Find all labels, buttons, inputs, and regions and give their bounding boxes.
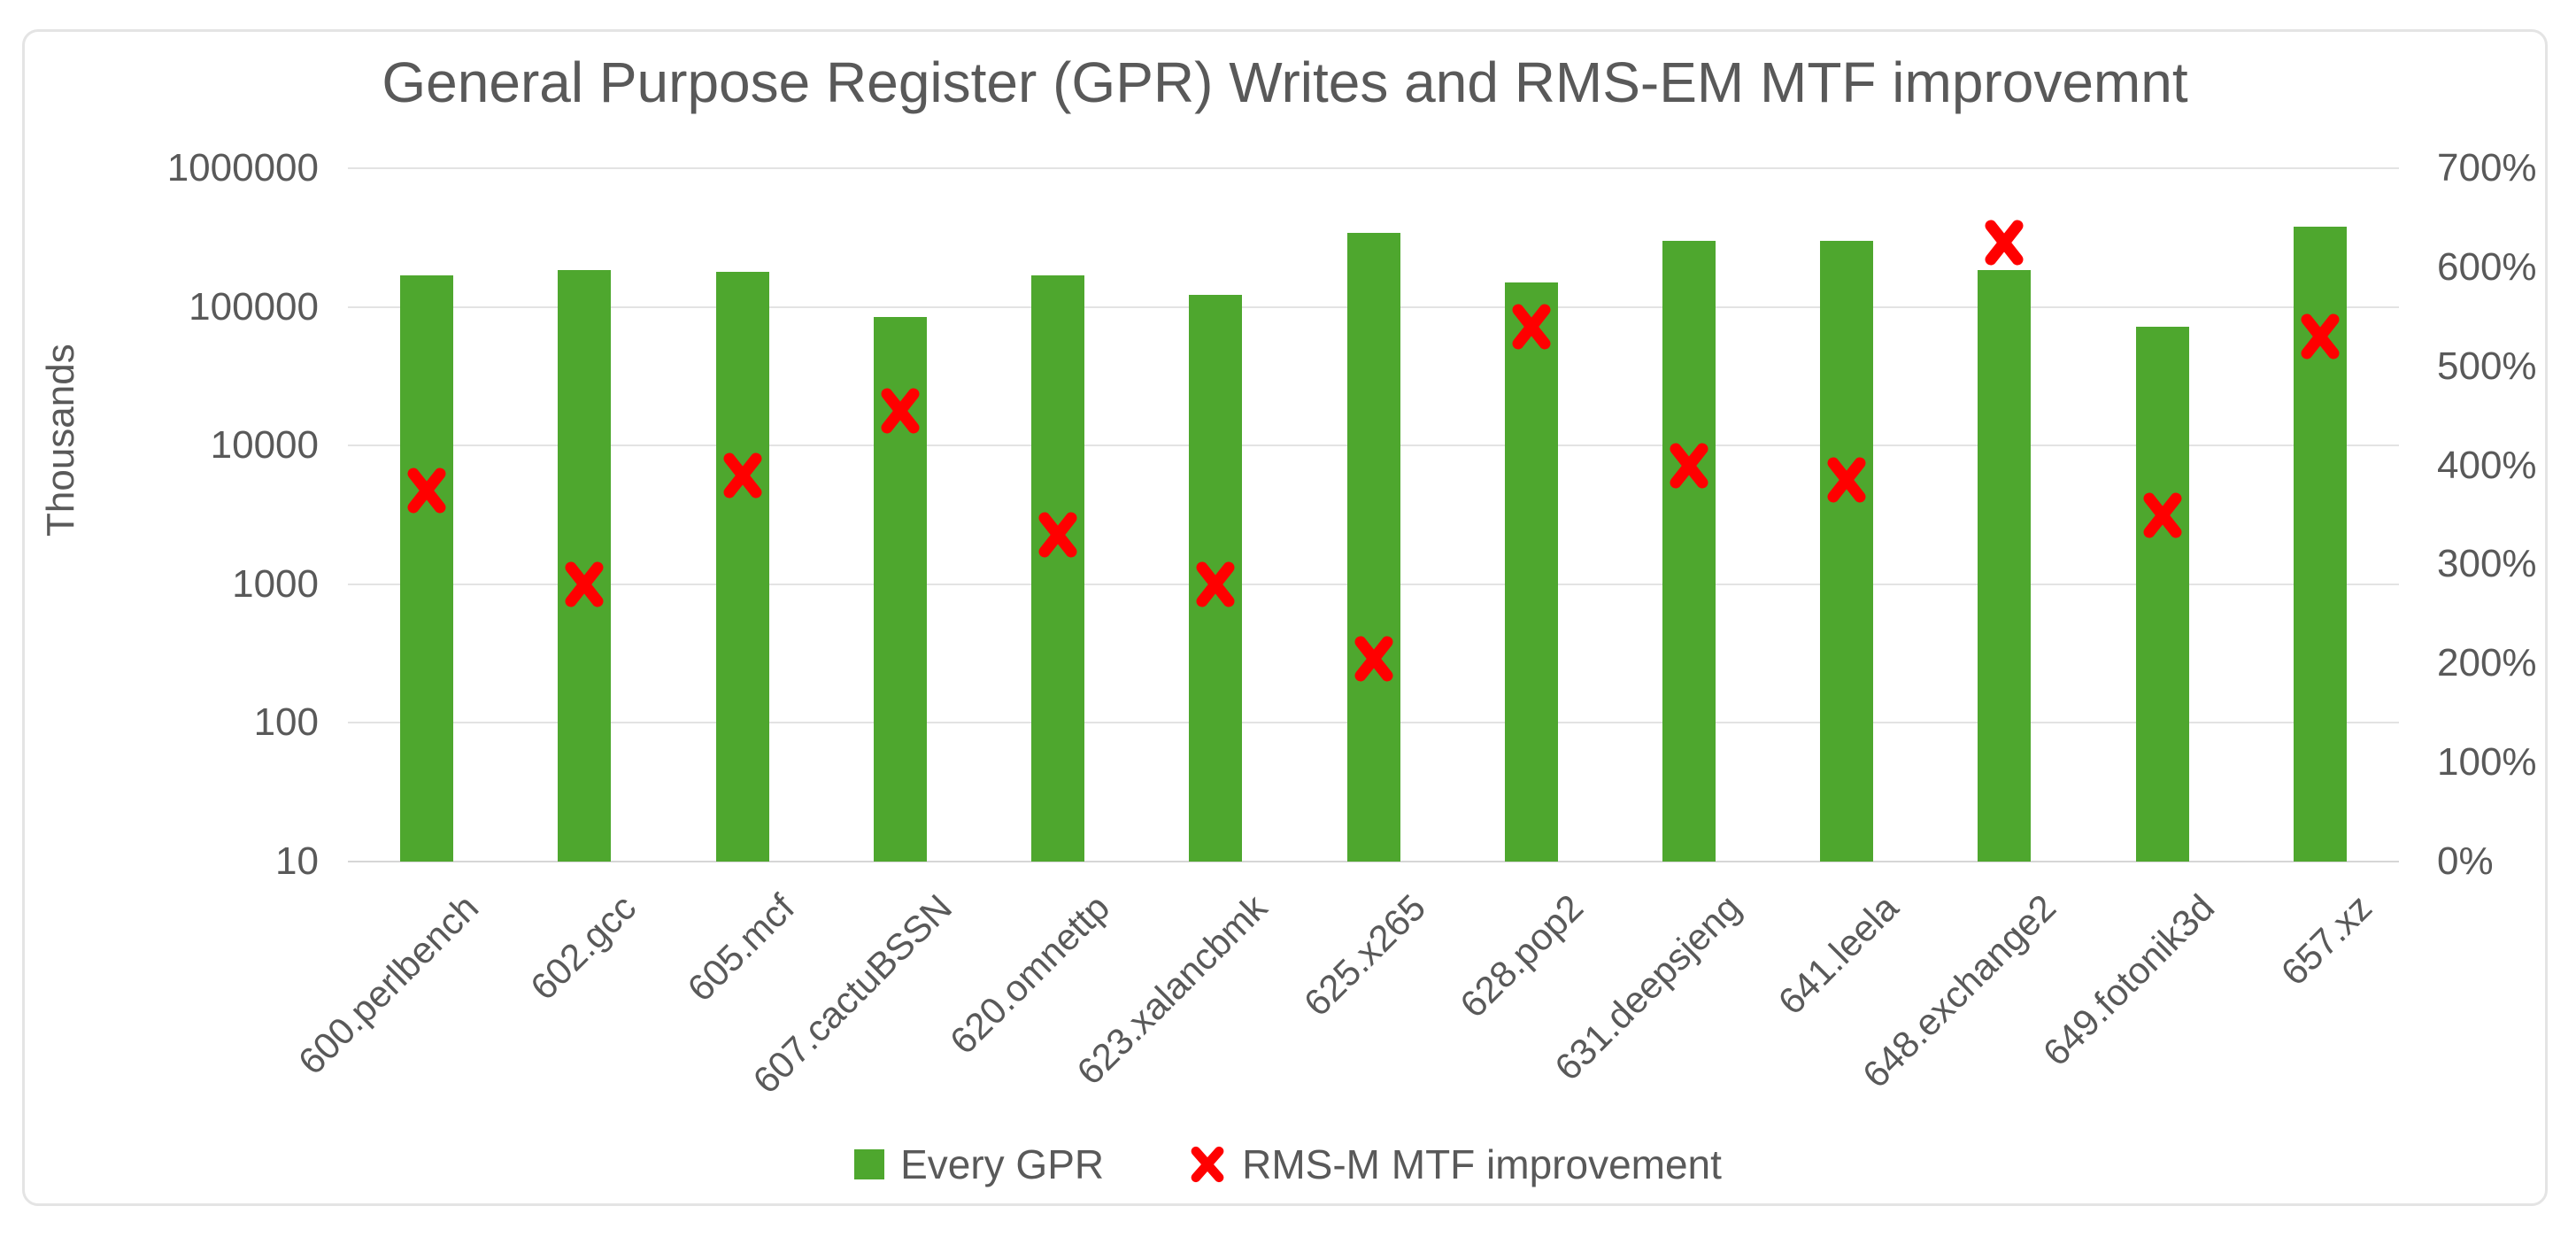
left-axis-tick: 100 [253,700,319,745]
bar-628-pop2[interactable] [1504,282,1558,862]
right-axis-tick: 300% [2437,542,2537,586]
gridline [348,167,2399,169]
bar-605-mcf[interactable] [715,271,769,862]
mtf-marker-641-leela[interactable] [1824,456,1870,508]
mtf-marker-649-fotonik3d[interactable] [2140,491,2186,544]
chart-title: General Purpose Register (GPR) Writes an… [382,50,2188,114]
mtf-marker-648-exchange2[interactable] [1981,219,2027,271]
bar-625-x265[interactable] [1346,233,1400,862]
mtf-marker-607-cactuBSSN[interactable] [877,387,923,439]
mtf-marker-620-omnettp[interactable] [1035,511,1081,563]
bar-649-fotonik3d[interactable] [2135,326,2189,862]
left-axis-tick: 10000 [210,423,319,468]
right-axis-tick: 400% [2437,443,2537,487]
bar-641-leela[interactable] [1820,240,1874,862]
right-axis-tick: 500% [2437,344,2537,388]
mtf-marker-600-perlbench[interactable] [404,467,450,519]
right-axis-tick: 200% [2437,641,2537,685]
mtf-marker-657-xz[interactable] [2297,313,2343,365]
bar-631-deepsjeng[interactable] [1662,240,1716,862]
red-x-swatch-icon [1189,1146,1226,1183]
green-square-swatch-icon [854,1149,885,1179]
right-axis-tick: 100% [2437,740,2537,785]
left-axis-title: Thousands [39,344,83,537]
legend-item-rms-m-mtf[interactable]: RMS-M MTF improvement [1189,1140,1722,1188]
mtf-marker-628-pop2[interactable] [1508,303,1554,355]
mtf-marker-625-x265[interactable] [1351,635,1397,687]
mtf-marker-605-mcf[interactable] [720,452,766,504]
left-axis-tick: 10 [275,839,319,883]
right-axis-tick: 0% [2437,839,2494,883]
legend-label: RMS-M MTF improvement [1242,1141,1722,1187]
right-axis-tick: 700% [2437,146,2537,189]
bar-600-perlbench[interactable] [400,274,454,862]
legend: Every GPR RMS-M MTF improvement [0,1140,2576,1188]
mtf-marker-623-xalancbmk[interactable] [1192,561,1238,613]
bar-620-omnettp[interactable] [1031,274,1085,862]
mtf-marker-602-gcc[interactable] [561,561,607,613]
left-axis-tick: 1000000 [166,146,319,189]
left-axis-tick: 100000 [189,284,319,329]
legend-label: Every GPR [900,1141,1105,1187]
mtf-marker-631-deepsjeng[interactable] [1666,442,1712,494]
left-axis-tick: 1000 [232,561,319,606]
right-axis-tick: 600% [2437,244,2537,289]
gridline [348,861,2399,862]
legend-item-every-gpr[interactable]: Every GPR [854,1140,1104,1188]
bar-648-exchange2[interactable] [1978,269,2032,862]
